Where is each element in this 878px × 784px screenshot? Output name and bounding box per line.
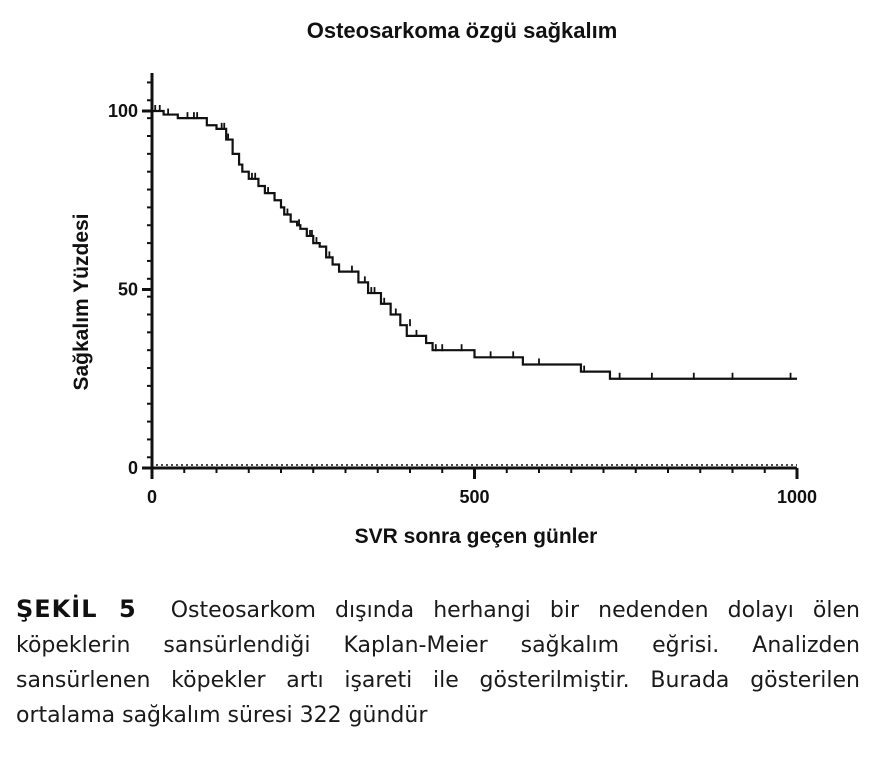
x-axis-label: SVR sonra geçen günler xyxy=(355,525,598,548)
y-axis-ticks: 0 50 100 xyxy=(108,101,152,478)
y-tick-label: 0 xyxy=(128,458,138,478)
minor-ticks xyxy=(147,81,798,473)
x-tick-label: 1000 xyxy=(777,487,817,507)
figure-label: ŞEKİL 5 xyxy=(16,595,137,623)
x-tick-label: 500 xyxy=(459,487,489,507)
survival-chart: Osteosarkoma özgü sağkalım 0 50 100 0 500 10… xyxy=(70,18,817,548)
caption-text: Osteosarkom dışında herhangi bir nedende… xyxy=(16,598,860,728)
figure-caption: ŞEKİL 5 Osteosarkom dışında herhangi bir … xyxy=(16,592,860,733)
x-tick-label: 0 xyxy=(147,487,157,507)
y-tick-label: 50 xyxy=(118,280,138,300)
y-tick-label: 100 xyxy=(108,101,138,121)
axes xyxy=(150,73,797,470)
plot-area xyxy=(152,105,797,380)
chart-title: Osteosarkoma özgü sağkalım xyxy=(307,18,618,43)
x-axis-ticks: 0 500 1000 xyxy=(147,468,817,507)
survival-step-line xyxy=(152,109,797,380)
y-axis-label: Sağkalım Yüzdesi xyxy=(70,213,93,390)
